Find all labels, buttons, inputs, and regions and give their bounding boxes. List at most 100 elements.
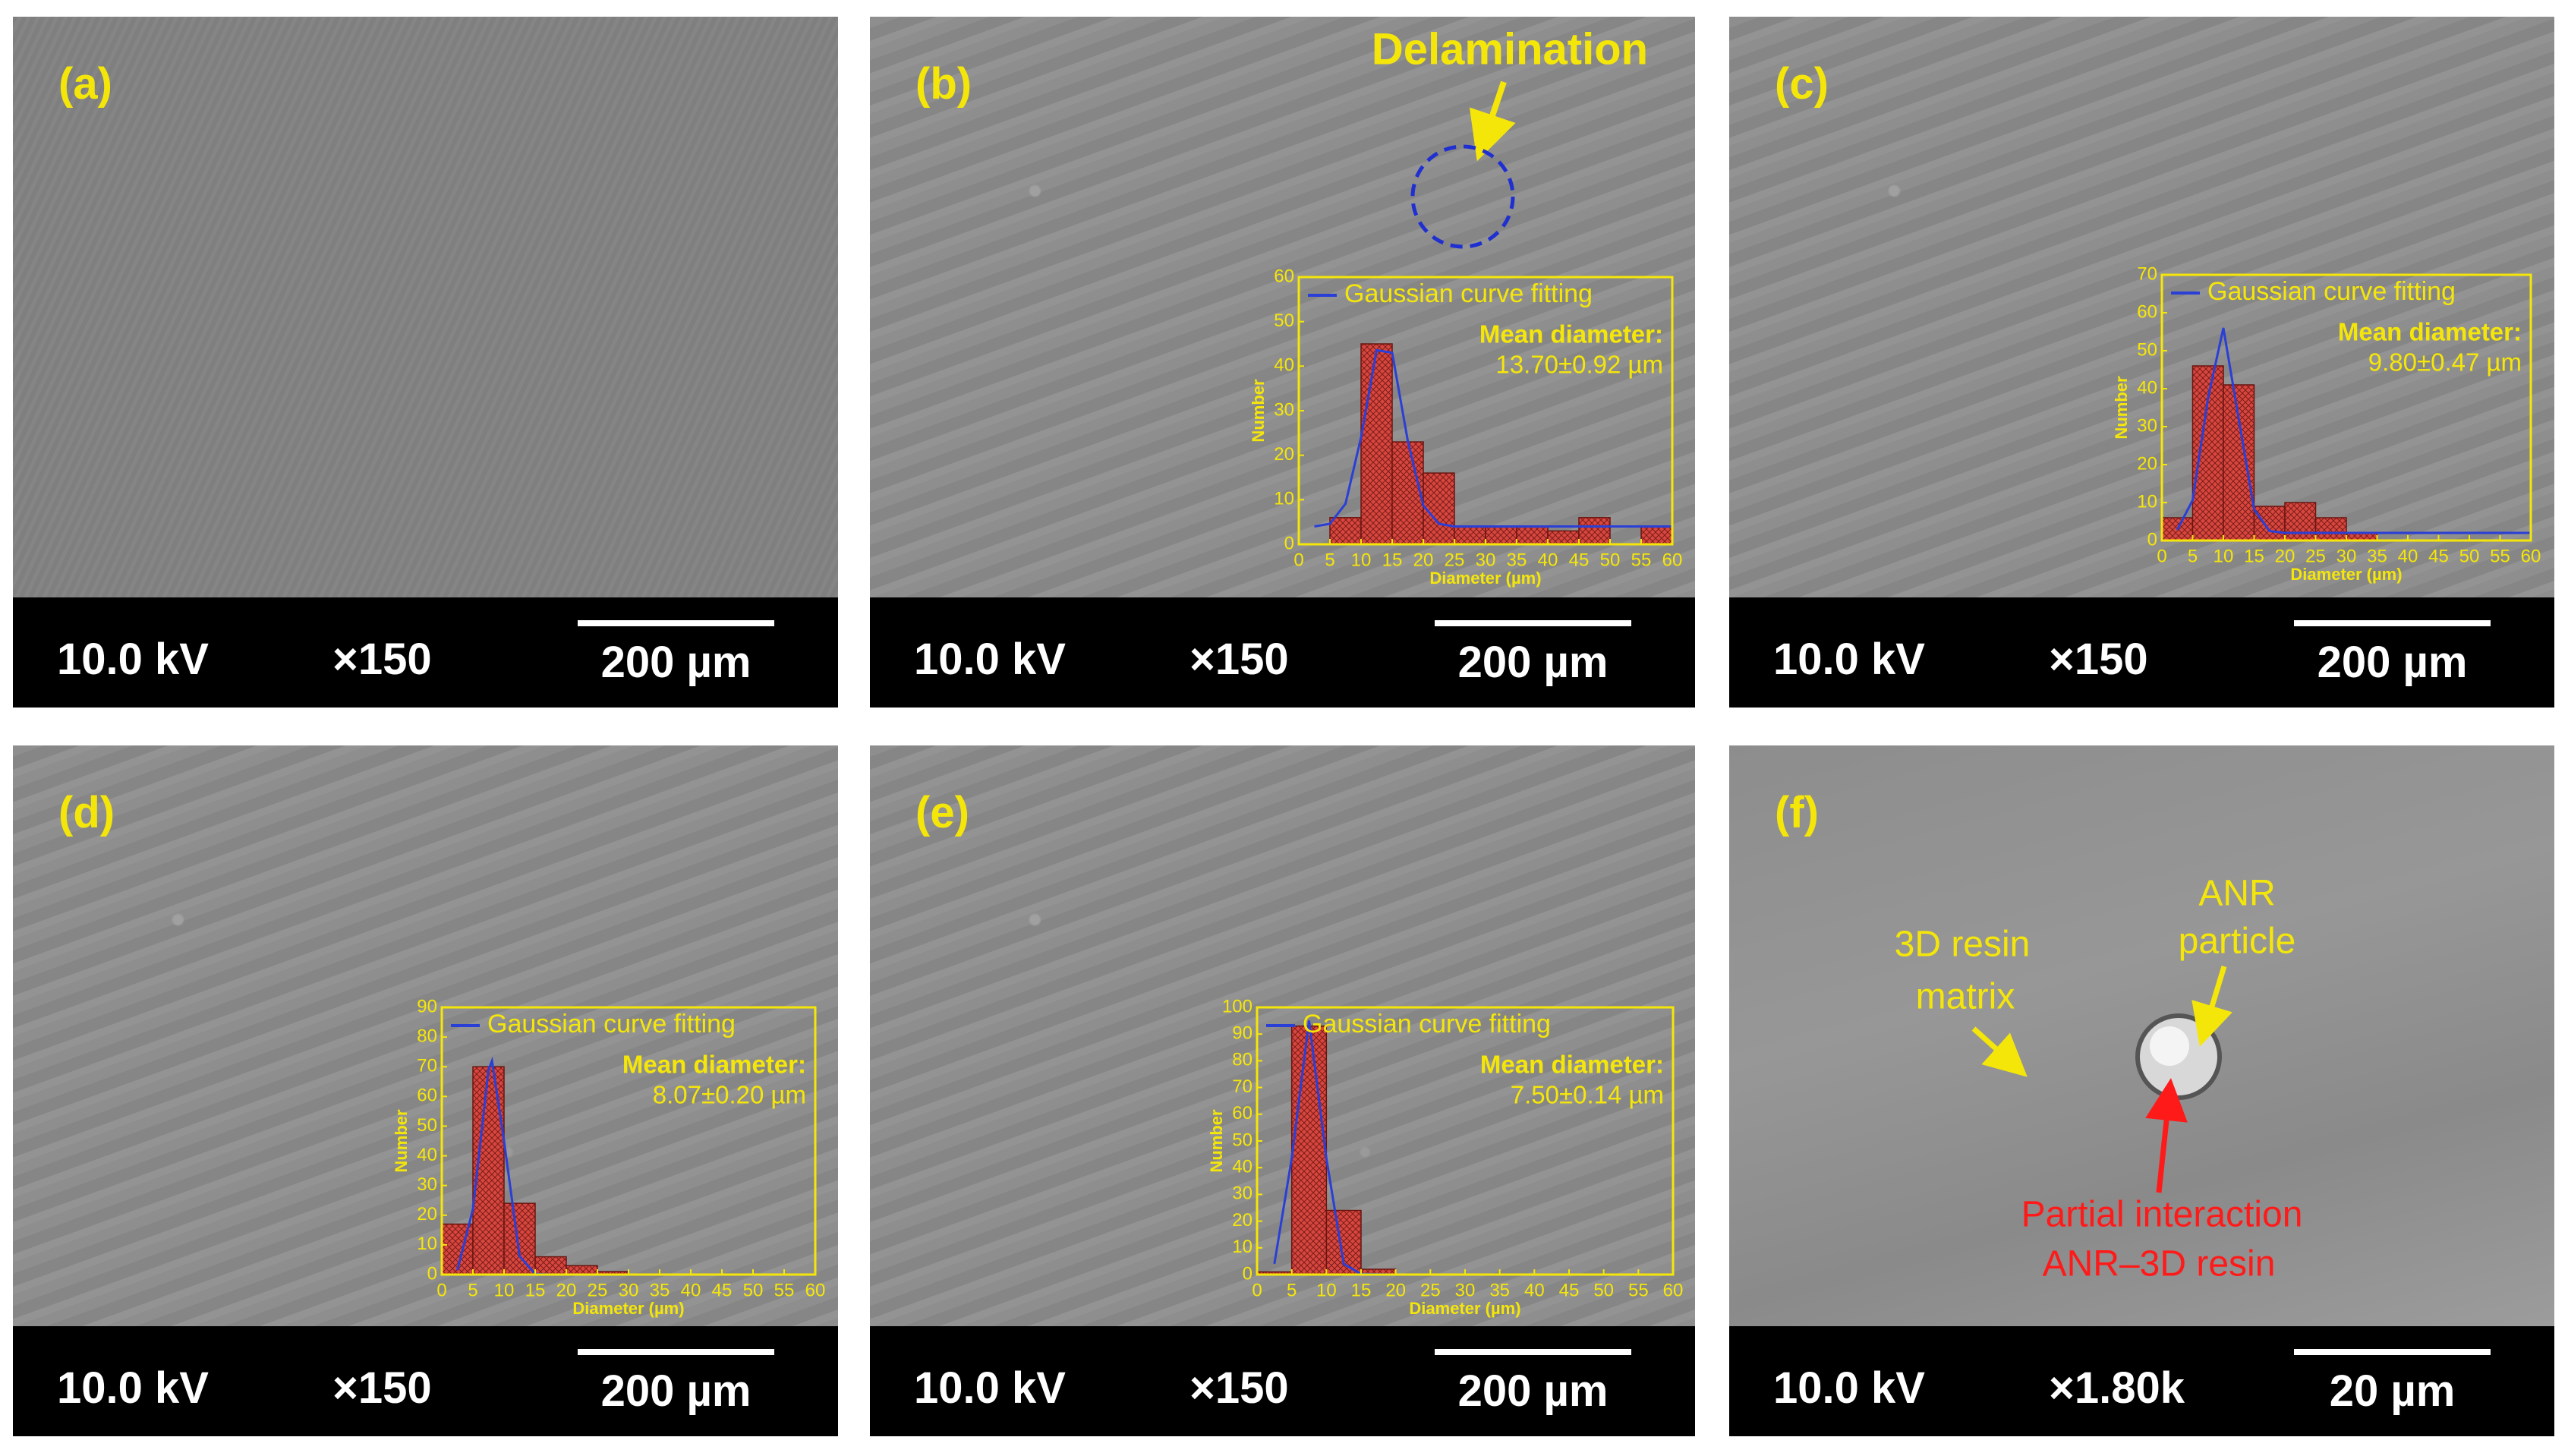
x-tick-label: 15 <box>1351 1280 1372 1300</box>
y-tick-label: 40 <box>1232 1157 1252 1177</box>
panel-label: (d) <box>58 788 115 837</box>
voltage: 10.0 kV <box>57 635 209 684</box>
scale-bar <box>578 620 774 626</box>
y-tick-label: 70 <box>1232 1076 1252 1097</box>
x-axis-label: Diameter (µm) <box>1429 569 1541 588</box>
voltage: 10.0 kV <box>57 1363 209 1413</box>
x-tick-label: 45 <box>1559 1280 1580 1300</box>
x-tick-label: 45 <box>2428 546 2449 566</box>
bar <box>1547 530 1580 545</box>
panel-label: (c) <box>1775 59 1829 109</box>
histogram-inset: 0 10 20 30 40 50 60 70 0 5 10 15 20 25 30 35 40 45 50 55 60 N… <box>2112 263 2541 584</box>
y-tick-label: 40 <box>2137 377 2157 398</box>
magnification: ×150 <box>332 635 432 684</box>
sem-image <box>1729 745 2554 1326</box>
x-tick-label: 55 <box>774 1280 795 1300</box>
scale-text: 200 µm <box>600 638 751 687</box>
x-tick-label: 20 <box>1385 1280 1406 1300</box>
info-bar: 10.0 kV ×150 200 µm <box>870 597 1695 708</box>
mean-value: 8.07±0.20 µm <box>653 1081 806 1109</box>
x-tick-label: 5 <box>1325 550 1334 570</box>
x-tick-label: 60 <box>805 1280 826 1300</box>
x-tick-label: 30 <box>1476 550 1496 570</box>
sem-panel: (b) 10.0 kV ×150 200 µm 0 10 20 30 40 50 60 0 5 10 15 2… <box>870 17 1695 708</box>
y-axis-label: Number <box>2112 376 2131 440</box>
scale-bar <box>2294 1349 2491 1355</box>
magnification: ×150 <box>1189 1363 1289 1413</box>
legend-label: Gaussian curve fitting <box>1344 279 1593 308</box>
mean-label: Mean diameter: <box>2338 318 2522 346</box>
sem-panel: (f) 10.0 kV ×1.80k 20 µm <box>1729 745 2554 1436</box>
y-tick-label: 100 <box>1222 996 1252 1016</box>
scale-bar <box>1435 1349 1631 1355</box>
info-bar: 10.0 kV ×150 200 µm <box>1729 597 2554 708</box>
y-tick-label: 60 <box>1274 266 1294 286</box>
x-tick-label: 50 <box>1600 550 1621 570</box>
x-tick-label: 25 <box>1445 550 1465 570</box>
x-tick-label: 0 <box>1252 1280 1262 1300</box>
y-tick-label: 90 <box>1232 1023 1252 1044</box>
x-tick-label: 15 <box>1382 550 1403 570</box>
y-tick-label: 50 <box>2137 339 2157 360</box>
x-tick-label: 50 <box>743 1280 764 1300</box>
mean-label: Mean diameter: <box>622 1051 806 1079</box>
scale-text: 200 µm <box>600 1366 751 1416</box>
x-tick-label: 30 <box>619 1280 639 1300</box>
x-tick-label: 5 <box>468 1280 477 1300</box>
scale-text: 200 µm <box>1457 638 1609 687</box>
y-tick-label: 70 <box>2137 263 2157 284</box>
x-tick-label: 10 <box>1351 550 1372 570</box>
x-tick-label: 35 <box>1507 550 1527 570</box>
histogram-inset: 0 10 20 30 40 50 60 70 80 90 100 0 5 10 15 20 25 30 35 40 45… <box>1207 996 1684 1318</box>
mean-value: 13.70±0.92 µm <box>1495 351 1663 379</box>
y-tick-label: 30 <box>2137 415 2157 436</box>
bar <box>1485 525 1517 545</box>
bar <box>2191 365 2224 541</box>
y-tick-label: 30 <box>417 1174 437 1195</box>
sem-panel: (a) 10.0 kV ×150 200 µm <box>13 17 838 708</box>
y-tick-label: 0 <box>1284 533 1294 553</box>
mean-value: 9.80±0.47 µm <box>2368 348 2522 377</box>
y-tick-label: 40 <box>417 1145 437 1165</box>
scale-bar <box>578 1349 774 1355</box>
x-axis-label: Diameter (µm) <box>1409 1299 1520 1318</box>
x-tick-label: 60 <box>2521 546 2541 566</box>
sem-image <box>870 17 1695 597</box>
x-tick-label: 25 <box>1420 1280 1441 1300</box>
info-bar: 10.0 kV ×150 200 µm <box>870 1326 1695 1436</box>
x-tick-label: 10 <box>494 1280 515 1300</box>
y-tick-label: 20 <box>1232 1210 1252 1231</box>
x-tick-label: 50 <box>2459 546 2480 566</box>
info-bar: 10.0 kV ×1.80k 20 µm <box>1729 1326 2554 1436</box>
x-tick-label: 5 <box>1287 1280 1297 1300</box>
y-tick-label: 0 <box>1243 1263 1252 1284</box>
x-tick-label: 25 <box>588 1280 608 1300</box>
y-tick-label: 70 <box>417 1056 437 1076</box>
y-tick-label: 0 <box>427 1263 437 1284</box>
x-tick-label: 25 <box>2305 546 2326 566</box>
x-tick-label: 55 <box>2490 546 2510 566</box>
scale-text: 200 µm <box>2317 638 2468 687</box>
x-tick-label: 40 <box>2398 546 2418 566</box>
y-tick-label: 10 <box>417 1234 437 1254</box>
x-tick-label: 45 <box>712 1280 733 1300</box>
voltage: 10.0 kV <box>914 635 1066 684</box>
x-tick-label: 60 <box>1662 550 1683 570</box>
bar <box>566 1265 598 1275</box>
x-axis-label: Diameter (µm) <box>2290 565 2402 584</box>
sem-image <box>1729 17 2554 597</box>
sem-panel: (d) 10.0 kV ×150 200 µm 0 10 20 30 40 50 60 70 80 90 0… <box>13 745 838 1436</box>
x-tick-label: 0 <box>1293 550 1303 570</box>
scale-bar <box>1435 620 1631 626</box>
sem-panel: (e) 10.0 kV ×150 200 µm 0 10 20 30 40 50 60 70 80 90 1… <box>870 745 1695 1436</box>
y-tick-label: 60 <box>417 1086 437 1106</box>
x-tick-label: 15 <box>525 1280 546 1300</box>
bar <box>2253 506 2286 541</box>
scale-text: 20 µm <box>2329 1366 2456 1416</box>
x-tick-label: 35 <box>1489 1280 1510 1300</box>
y-tick-label: 60 <box>1232 1103 1252 1124</box>
y-tick-label: 0 <box>2147 529 2157 550</box>
histogram-inset: 0 10 20 30 40 50 60 0 5 10 15 20 25 30 35 40 45 50 55 60 Num… <box>1249 266 1683 588</box>
